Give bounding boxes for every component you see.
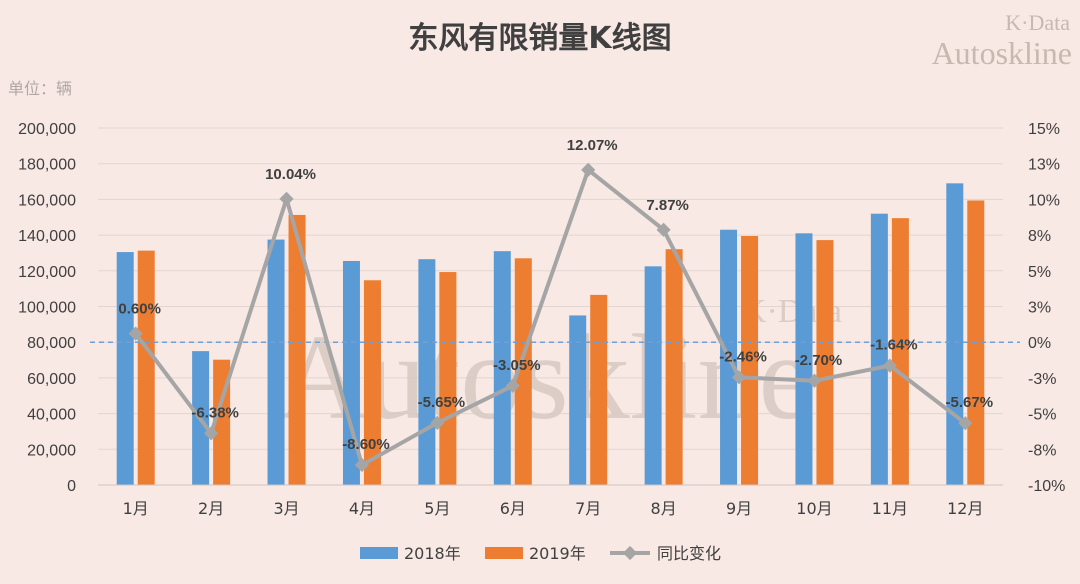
y2-tick-label: 15% [1028,121,1060,138]
yoy-point [731,370,747,385]
bar-2019 [816,240,834,485]
yoy-point [656,222,671,237]
bars [116,183,985,485]
y2-tick-label: 5% [1028,264,1051,281]
yoy-data-label: -2.70% [795,352,843,369]
bar-2018 [569,315,587,485]
y2-tick-label: -8% [1028,442,1056,459]
yoy-data-label: 7.87% [646,197,689,214]
bar-2018 [116,252,134,485]
bar-2019 [363,280,381,485]
y2-tick-label: -5% [1028,407,1056,424]
x-tick-label: 12月 [947,499,983,518]
y-tick-label: 20,000 [27,442,76,459]
x-tick-label: 1月 [123,499,149,518]
x-tick-label: 10月 [796,499,832,518]
x-tick-label: 6月 [500,499,526,518]
bar-2019 [514,258,532,485]
yoy-data-label: 12.07% [567,137,618,154]
yoy-point [354,457,370,473]
y-tick-label: 140,000 [18,228,76,245]
x-tick-label: 7月 [575,499,601,518]
yoy-data-label: 0.60% [118,301,161,318]
y2-tick-label: -3% [1028,371,1056,388]
x-tick-label: 3月 [273,499,299,518]
bar-2018 [267,239,285,485]
yoy-point [581,162,596,177]
yoy-point [958,416,973,431]
y2-tick-label: 3% [1028,300,1051,317]
bar-2019 [439,272,457,485]
y-tick-label: 80,000 [27,335,76,352]
yoy-data-label: -3.05% [493,357,541,374]
legend-swatch-2018 [360,547,398,559]
x-tick-label: 4月 [349,499,375,518]
y-tick-label: 100,000 [18,300,76,317]
y-tick-label: 120,000 [18,264,76,281]
yoy-data-label: -1.64% [870,337,918,354]
x-tick-label: 8月 [651,499,677,518]
y-tick-label: 0 [67,478,76,495]
y2-tick-label: 8% [1028,228,1051,245]
legend-label-yoy: 同比变化 [657,544,721,563]
bar-2019 [891,218,909,485]
y2-tick-label: 10% [1028,192,1060,209]
legend: 2018年 2019年 同比变化 [360,544,721,563]
yoy-data-label: -2.46% [719,348,767,365]
axes: 200,000 180,000 160,000 140,000 120,000 100,0… [18,121,1065,518]
bar-2019 [590,294,608,485]
yoy-data-label: -6.38% [191,404,239,421]
x-tick-label: 11月 [872,499,908,518]
legend-swatch-2019 [485,547,523,559]
unit-label: 单位：辆 [8,79,72,98]
bar-2019 [137,250,155,485]
legend-marker-yoy [622,545,638,561]
x-tick-label: 5月 [424,499,450,518]
bar-2018 [418,259,436,485]
bar-2018 [795,233,813,485]
x-tick-label: 9月 [726,499,752,518]
legend-label-2018: 2018年 [404,544,461,563]
yoy-data-label: -8.60% [342,436,390,453]
corner-watermark-kdata: K·Data [1005,10,1070,35]
yoy-point [430,415,445,430]
bar-2018 [493,251,511,485]
yoy-data-label: -5.67% [946,394,994,411]
yoy-data-label: -5.65% [418,394,466,411]
y-tick-label: 60,000 [27,371,76,388]
yoy-point [807,373,822,388]
bar-2019 [741,235,759,485]
bar-2018 [946,183,964,485]
yoy-data-label: 10.04% [265,166,316,183]
bar-2018 [644,266,662,485]
bar-2019 [288,214,306,485]
yoy-line-path [134,167,967,468]
bar-2018 [342,260,360,485]
y2-tick-label: 13% [1028,157,1060,174]
yoy-point [279,191,294,206]
legend-label-2019: 2019年 [529,544,586,563]
yoy-line: 0.60% -6.38% 10.04% -8.60% -5.65% -3.05% 12.07… [118,137,994,473]
bar-2018 [870,213,888,485]
bar-2019 [665,249,683,485]
corner-watermark-autoskline: Autoskline [932,35,1072,71]
y-tick-label: 200,000 [18,121,76,138]
chart-title: 东风有限销量K线图 [408,21,671,56]
y-tick-label: 40,000 [27,407,76,424]
x-tick-label: 2月 [198,499,224,518]
yoy-point [204,426,219,441]
y-tick-label: 160,000 [18,192,76,209]
y2-tick-label: 0% [1028,335,1051,352]
y-tick-label: 180,000 [18,157,76,174]
y2-tick-label: -10% [1028,478,1065,495]
yoy-point [128,326,143,341]
yoy-point [882,358,897,373]
